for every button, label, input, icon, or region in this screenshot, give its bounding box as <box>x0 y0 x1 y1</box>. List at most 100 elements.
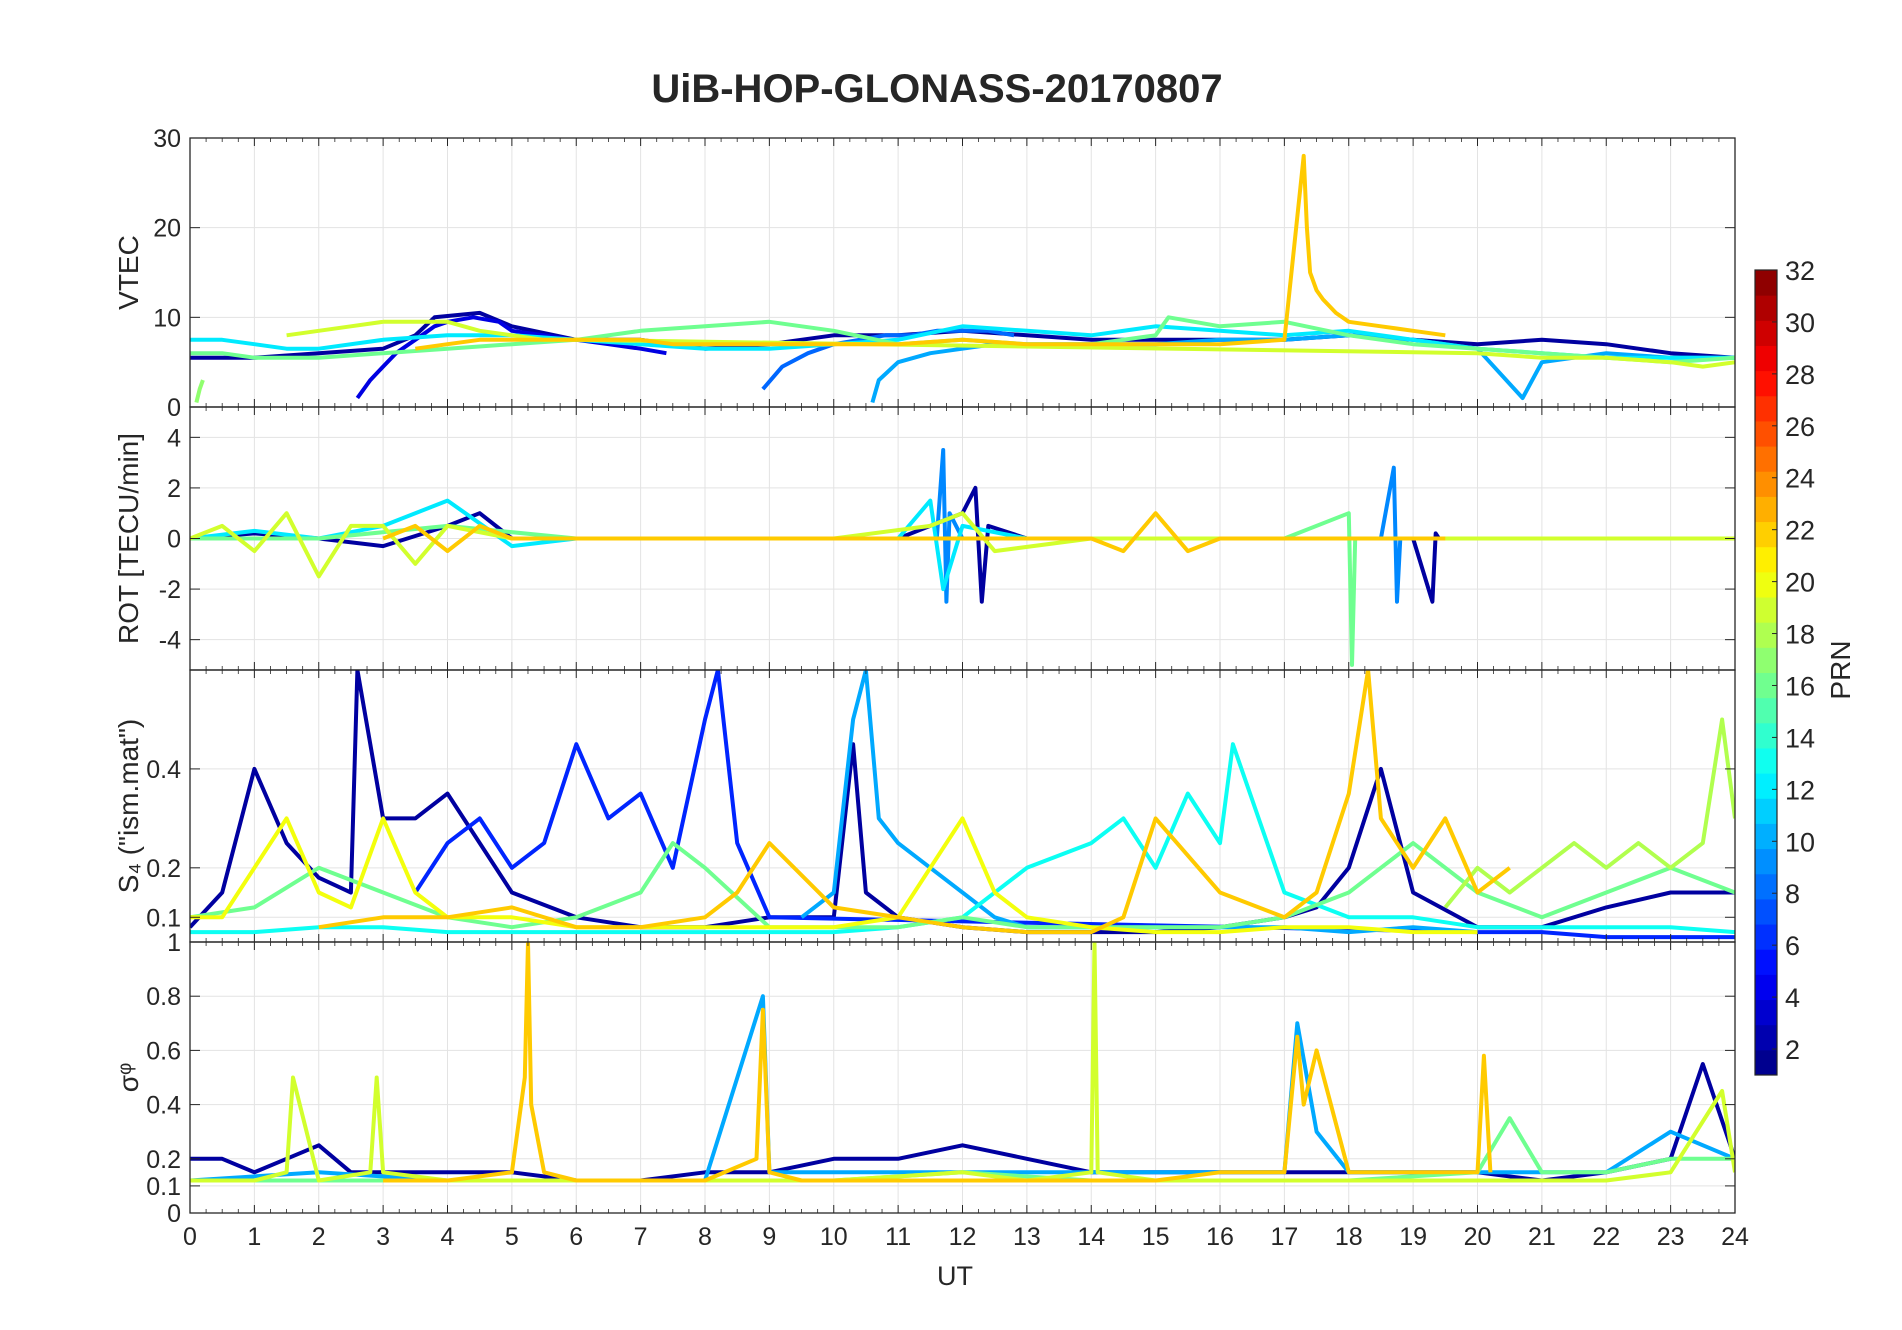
panel-sigma-phi: 00.10.2 0.4 0.6 0.8 1 σᵠ <box>113 929 1736 1228</box>
series-line-prn-6 <box>413 670 1735 940</box>
x-tick-label: 5 <box>505 1223 519 1251</box>
x-tick-label: 22 <box>1592 1223 1620 1251</box>
colorbar-segment <box>1755 823 1777 850</box>
colorbar-segment <box>1755 949 1777 975</box>
y-tick-label: 0.1 <box>146 904 181 932</box>
x-tick-label: 24 <box>1721 1223 1749 1251</box>
y-tick-label: 0.4 <box>146 1092 181 1120</box>
colorbar-tick-label: 22 <box>1785 516 1815 546</box>
x-tick-label: 3 <box>376 1223 390 1251</box>
colorbar-segment <box>1755 546 1777 573</box>
x-tick-label: 12 <box>949 1223 977 1251</box>
colorbar-tick-label: 4 <box>1785 983 1800 1013</box>
colorbar-tick-label: 24 <box>1785 464 1815 494</box>
y-tick-label: -4 <box>159 627 181 655</box>
series-line-prn-18 <box>1443 717 1735 909</box>
colorbar-tick-label: 32 <box>1785 256 1815 286</box>
series-group <box>190 448 1735 667</box>
x-tick-label: 4 <box>441 1223 455 1251</box>
x-tick-label: 21 <box>1528 1223 1556 1251</box>
series-group <box>190 153 1735 404</box>
colorbar-segment <box>1755 873 1777 900</box>
colorbar-segment <box>1755 395 1777 422</box>
series-line-prn-8 <box>761 328 1015 391</box>
y-tick-label: 4 <box>167 424 181 452</box>
series-line-prn-20 <box>190 816 1478 935</box>
y-tick-label: 10 <box>153 304 181 332</box>
colorbar-segment <box>1755 1024 1777 1051</box>
series-line-prn-10 <box>800 670 1478 935</box>
colorbar-segment <box>1755 496 1777 523</box>
y-tick-label: 0.8 <box>146 983 181 1011</box>
colorbar-segment <box>1755 597 1777 623</box>
y-tick-label: 0.2 <box>146 855 181 883</box>
series-line-prn-9 <box>934 448 1414 604</box>
x-tick-label: 11 <box>885 1223 911 1251</box>
colorbar-tick-label: 12 <box>1785 775 1815 805</box>
x-tick-label: 14 <box>1077 1223 1105 1251</box>
colorbar-segment <box>1755 722 1777 749</box>
y-axis-label: VTEC <box>113 235 144 310</box>
series-group <box>190 942 1735 1183</box>
y-tick-label: 2 <box>167 475 181 503</box>
series-line-prn-13 <box>190 742 1735 935</box>
colorbar-segment <box>1755 974 1777 1001</box>
x-tick-label: 6 <box>569 1223 583 1251</box>
series-line-prn-19 <box>286 319 1735 369</box>
x-tick-label: 16 <box>1206 1223 1234 1251</box>
series-line-prn-22 <box>318 670 1511 935</box>
x-axis-label: UT <box>937 1261 973 1291</box>
y-axis-label: σᵠ <box>113 1063 144 1093</box>
colorbar-segment <box>1755 571 1777 598</box>
panel-vtec: 0 10 20 30 VTEC <box>113 125 1736 422</box>
y-tick-label: 1 <box>167 929 181 957</box>
colorbar-segment <box>1755 622 1777 648</box>
x-tick-label: 23 <box>1657 1223 1685 1251</box>
colorbar-segment <box>1755 697 1777 724</box>
y-tick-label: 0.2 <box>146 1146 181 1174</box>
colorbar-segment <box>1755 420 1777 447</box>
y-tick-label: 30 <box>153 125 181 153</box>
series-line-prn-10 <box>870 333 1735 404</box>
colorbar-tick-label: 30 <box>1785 308 1815 338</box>
y-tick-label: -2 <box>159 576 181 604</box>
colorbar-segment <box>1755 521 1777 548</box>
colorbar-segment <box>1755 999 1777 1026</box>
colorbar-tick-label: 10 <box>1785 827 1815 857</box>
x-tick-label: 10 <box>820 1223 848 1251</box>
colorbar-segment <box>1755 924 1777 950</box>
colorbar-segment <box>1755 370 1777 397</box>
y-tick-label: 0 <box>167 1200 181 1228</box>
colorbar-tick-label: 14 <box>1785 723 1815 753</box>
colorbar-segment <box>1755 647 1777 673</box>
series-line-prn-16 <box>190 841 1735 930</box>
y-tick-label: 0.4 <box>146 756 181 784</box>
series-line-prn-22 <box>383 942 1493 1183</box>
colorbar-label: PRN <box>1825 640 1856 699</box>
series-line-prn-22 <box>382 511 1446 554</box>
y-tick-label: 0 <box>167 526 181 554</box>
colorbar-tick-label: 26 <box>1785 412 1815 442</box>
colorbar-segment <box>1755 898 1777 925</box>
series-line-prn-19 <box>190 942 1735 1183</box>
colorbar-segment <box>1755 270 1777 296</box>
x-tick-label: 17 <box>1270 1223 1298 1251</box>
series-line-prn-22 <box>415 153 1446 351</box>
colorbar-segment <box>1755 672 1777 699</box>
colorbar-tick-label: 2 <box>1785 1035 1800 1065</box>
y-axis-label: S₄ ("ism.mat") <box>113 719 144 893</box>
colorbar-tick-label: 28 <box>1785 360 1815 390</box>
y-tick-label: 0 <box>167 394 181 422</box>
panel-rot: -4 -2 0 2 4 ROT [TECU/min] <box>113 406 1736 671</box>
x-tick-label: 15 <box>1142 1223 1170 1251</box>
series-group <box>190 670 1735 940</box>
colorbar-segment <box>1755 1049 1777 1076</box>
colorbar-tick-label: 20 <box>1785 568 1815 598</box>
x-tick-label: 20 <box>1464 1223 1492 1251</box>
x-tick-label: 18 <box>1335 1223 1363 1251</box>
x-tick-label: 0 <box>183 1223 197 1251</box>
colorbar-segment <box>1755 345 1777 372</box>
panel-s4: 0.1 0.2 0.4S₄ ("ism.mat") <box>113 669 1736 943</box>
